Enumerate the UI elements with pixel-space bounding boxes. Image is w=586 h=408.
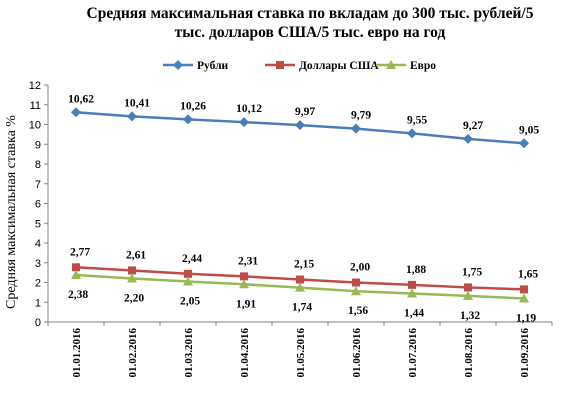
data-point: [520, 285, 528, 294]
x-tick-label: 01.03.2016: [183, 328, 195, 378]
data-label: 2,31: [238, 255, 258, 267]
data-point: [295, 282, 305, 292]
data-point: [519, 293, 529, 303]
y-tick-label: 4: [35, 238, 41, 250]
y-tick-label: 8: [35, 159, 41, 171]
x-tick-label: 01.07.2016: [407, 328, 419, 378]
y-tick-label: 6: [35, 199, 41, 211]
x-tick-label: 01.02.2016: [127, 328, 139, 378]
data-label: 9,05: [519, 124, 539, 136]
y-tick-label: 5: [35, 218, 41, 230]
data-point: [407, 288, 417, 298]
legend-entry: Евро: [410, 60, 436, 72]
y-tick-label: 10: [29, 120, 41, 132]
data-point: [239, 279, 249, 289]
data-point: [184, 269, 192, 278]
legend-marker: [173, 60, 183, 70]
data-label: 1,32: [460, 310, 480, 322]
data-label: 1,75: [462, 266, 482, 278]
data-point: [239, 117, 249, 128]
data-point: [128, 266, 136, 275]
data-label: 10,12: [236, 103, 262, 115]
data-point: [351, 123, 361, 134]
chart-title-line-2: тыс. долларов США/5 тыс. евро на год: [175, 24, 446, 41]
data-point: [519, 138, 529, 149]
data-point: [351, 286, 361, 296]
data-label: 2,15: [294, 259, 314, 271]
data-label: 10,62: [68, 93, 94, 105]
data-label: 2,05: [180, 296, 200, 308]
x-tick-label: 01.04.2016: [239, 328, 251, 378]
data-label: 2,44: [182, 253, 202, 265]
data-label: 2,00: [350, 262, 370, 274]
y-tick-label: 9: [35, 139, 41, 151]
chart-legend: Рубли Доллары США Евро: [163, 60, 436, 72]
data-label: 1,44: [404, 308, 424, 320]
y-tick-label: 11: [30, 100, 41, 112]
legend-marker: [276, 61, 284, 69]
data-label: 9,55: [407, 114, 427, 126]
data-label: 9,97: [295, 106, 315, 118]
x-tick-label: 01.05.2016: [295, 328, 307, 378]
x-tick-label: 01.09.2016: [519, 328, 531, 378]
data-label: 10,41: [124, 97, 150, 109]
data-label: 1,65: [518, 268, 538, 280]
x-tick-label: 01.06.2016: [351, 328, 363, 378]
chart-title-line-1: Средняя максимальная ставка по вкладам д…: [87, 5, 534, 22]
data-point: [464, 283, 472, 292]
data-point: [463, 290, 473, 300]
x-tick-label: 01.08.2016: [463, 328, 475, 378]
data-label: 10,26: [180, 100, 206, 112]
data-point: [127, 273, 137, 283]
data-point: [127, 111, 137, 122]
data-point: [71, 107, 81, 118]
legend-entry: Рубли: [197, 60, 229, 72]
y-tick-label: 1: [35, 297, 41, 309]
data-label: 1,19: [516, 312, 536, 324]
data-point: [295, 120, 305, 131]
y-tick-label: 0: [35, 317, 41, 329]
x-tick-label: 01.01.2016: [71, 328, 83, 378]
data-label: 2,38: [68, 289, 88, 301]
y-tick-label: 12: [29, 80, 41, 92]
data-point: [408, 280, 416, 289]
data-point: [71, 269, 81, 279]
data-label: 2,20: [124, 293, 144, 305]
data-label: 1,56: [348, 305, 368, 317]
data-label: 9,27: [463, 120, 483, 132]
data-label: 2,77: [70, 246, 90, 258]
data-point: [183, 114, 193, 125]
y-tick-label: 7: [35, 179, 41, 191]
data-point: [352, 278, 360, 287]
data-label: 1,91: [236, 298, 256, 310]
data-label: 1,88: [406, 264, 426, 276]
data-point: [72, 263, 80, 272]
y-tick-label: 3: [35, 258, 41, 270]
data-point: [240, 272, 248, 281]
data-point: [183, 276, 193, 286]
data-label: 9,79: [351, 110, 371, 122]
data-label: 1,74: [292, 302, 312, 314]
y-axis-label: Средняя максимальная ставка %: [4, 115, 19, 309]
y-tick-label: 2: [35, 278, 41, 290]
data-point: [296, 275, 304, 284]
data-point: [463, 133, 473, 144]
data-label: 2,61: [126, 249, 146, 261]
legend-entry: Доллары США: [299, 60, 379, 72]
legend-marker: [386, 60, 396, 69]
data-point: [407, 128, 417, 139]
